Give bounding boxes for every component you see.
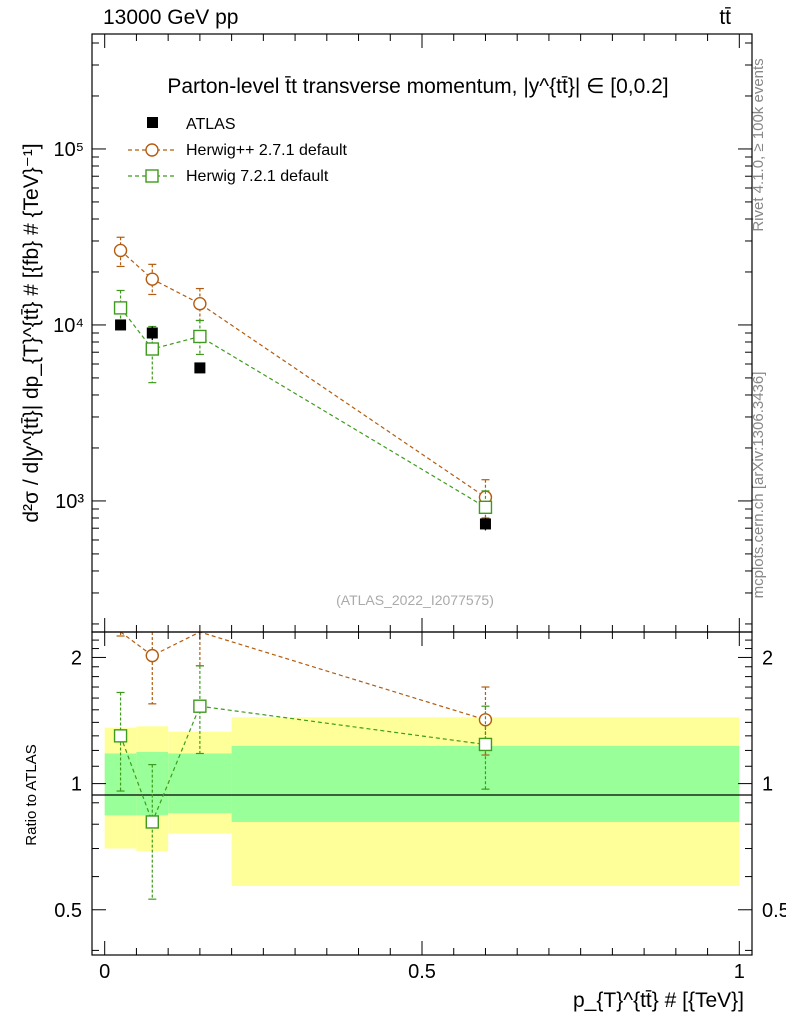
ratio-herwigpp-point bbox=[145, 648, 159, 663]
herwig7-point bbox=[478, 500, 493, 515]
ratio-y-axis-label: Ratio to ATLAS bbox=[23, 744, 40, 845]
analysis-watermark: (ATLAS_2022_I2077575) bbox=[336, 592, 494, 608]
ratio-y-tick-label-right: 1 bbox=[762, 774, 773, 796]
herwig7-point bbox=[193, 329, 207, 344]
ratio-y-tick-label-right: 2 bbox=[762, 647, 773, 669]
legend-label-herwig7: Herwig 7.2.1 default bbox=[186, 168, 329, 185]
atlas-point bbox=[115, 319, 127, 331]
ratio-y-tick-label: 2 bbox=[71, 647, 82, 669]
ratio-panel: 0.5 0.5 1 1 2 2 0 0.5 1 Ratio to ATLAS p_{T}^{tt… bbox=[23, 631, 786, 1012]
ratio-y-tick-label-right: 0.5 bbox=[762, 900, 786, 922]
legend-label-atlas: ATLAS bbox=[186, 116, 236, 133]
herwigpp-line bbox=[120, 250, 486, 498]
rivet-label: Rivet 4.1.0, ≥ 100k events bbox=[750, 58, 767, 231]
chart-title: Parton-level t̄t transverse momentum, |y… bbox=[167, 75, 668, 98]
ratio-herwig7-point bbox=[193, 699, 207, 713]
legend-marker-atlas bbox=[147, 117, 158, 128]
legend: ATLAS Herwig++ 2.7.1 default Herwig 7.2.… bbox=[128, 116, 348, 185]
ratio-herwig7-point bbox=[145, 815, 159, 829]
main-panel: 10³ 10⁴ 10⁵ Parton-level t̄t transverse mo… bbox=[20, 33, 753, 633]
ratio-herwig7-point bbox=[113, 729, 128, 743]
ratio-y-tick-label: 0.5 bbox=[54, 900, 82, 922]
main-y-tick-label: 10⁴ bbox=[53, 315, 84, 337]
herwigpp-point bbox=[113, 243, 128, 258]
herwigpp-point bbox=[193, 297, 207, 311]
main-data-layer bbox=[113, 236, 493, 531]
atlas-point bbox=[194, 362, 206, 374]
ratio-band-stat bbox=[168, 753, 232, 814]
main-axes: 10³ 10⁴ 10⁵ bbox=[53, 34, 752, 632]
x-tick-label: 0 bbox=[99, 961, 110, 983]
ratio-y-tick-label: 1 bbox=[71, 774, 82, 796]
atlas-point bbox=[479, 518, 491, 530]
main-y-axis-label: d²σ / d|y^{tt̄}| dp_{T}^{tt̄} # [{fb} # … bbox=[20, 143, 43, 522]
legend-label-herwigpp: Herwig++ 2.7.1 default bbox=[186, 142, 348, 159]
ratio-herwigpp-line bbox=[120, 631, 486, 721]
atlas-point bbox=[146, 327, 158, 339]
herwig7-point bbox=[113, 301, 128, 315]
herwig7-line bbox=[120, 307, 486, 508]
x-axis-label: p_{T}^{tt̄} # [{TeV}] bbox=[573, 989, 744, 1012]
herwig7-point bbox=[145, 342, 159, 356]
x-tick-label: 1 bbox=[734, 961, 745, 983]
herwigpp-point bbox=[145, 272, 159, 286]
ratio-data-layer bbox=[113, 631, 493, 900]
legend-marker-herwigpp bbox=[145, 143, 159, 157]
legend-marker-herwig7 bbox=[145, 169, 159, 183]
process-label: tt̄ bbox=[719, 6, 731, 29]
ratio-herwig7-point bbox=[478, 737, 493, 752]
main-y-tick-label: 10³ bbox=[55, 491, 84, 513]
mcplots-label: mcplots.cern.ch [arXiv:1306.3436] bbox=[750, 372, 767, 599]
ratio-axes: 0.5 0.5 1 1 2 2 0 0.5 1 bbox=[54, 632, 786, 983]
main-y-tick-label: 10⁵ bbox=[53, 139, 84, 161]
beam-label: 13000 GeV pp bbox=[103, 6, 238, 29]
x-tick-label: 0.5 bbox=[408, 961, 436, 983]
ratio-herwig7-line bbox=[120, 705, 486, 824]
